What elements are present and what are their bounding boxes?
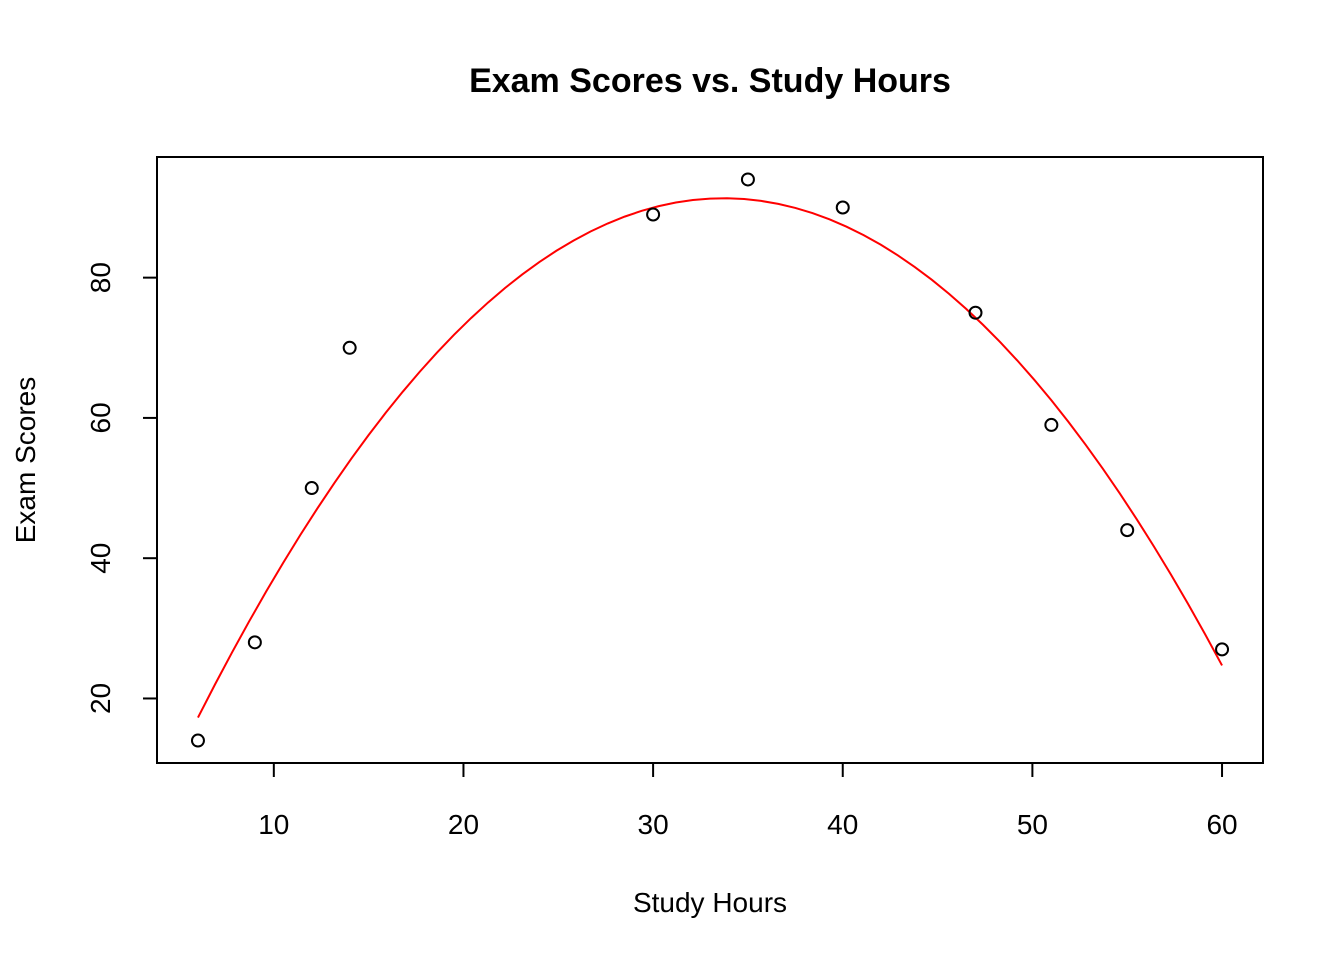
fit-curve <box>197 197 1223 719</box>
y-axis-label: Exam Scores <box>10 377 41 544</box>
x-tick-label: 50 <box>1017 809 1048 840</box>
data-point <box>968 305 983 320</box>
x-axis-label: Study Hours <box>633 887 787 918</box>
y-tick-label: 20 <box>85 683 116 714</box>
data-points <box>190 172 1230 748</box>
x-tick-label: 10 <box>258 809 289 840</box>
data-point <box>190 733 205 748</box>
y-tick-label: 80 <box>85 262 116 293</box>
y-tick-label: 40 <box>85 543 116 574</box>
data-point <box>342 340 357 355</box>
data-point <box>247 635 262 650</box>
x-tick-label: 30 <box>638 809 669 840</box>
y-axis: 20 40 60 80 <box>85 262 158 714</box>
y-tick-label: 60 <box>85 402 116 433</box>
chart-title: Exam Scores vs. Study Hours <box>469 62 951 100</box>
data-point <box>1120 523 1135 538</box>
x-tick-label: 60 <box>1206 809 1237 840</box>
data-point <box>835 200 850 215</box>
x-tick-label: 20 <box>448 809 479 840</box>
x-tick-label: 40 <box>827 809 858 840</box>
data-point <box>304 481 319 496</box>
data-point <box>1215 642 1230 657</box>
data-point <box>1044 417 1059 432</box>
data-point <box>646 207 661 222</box>
x-axis: 10 20 30 40 50 60 <box>258 762 1238 840</box>
data-point <box>740 172 755 187</box>
